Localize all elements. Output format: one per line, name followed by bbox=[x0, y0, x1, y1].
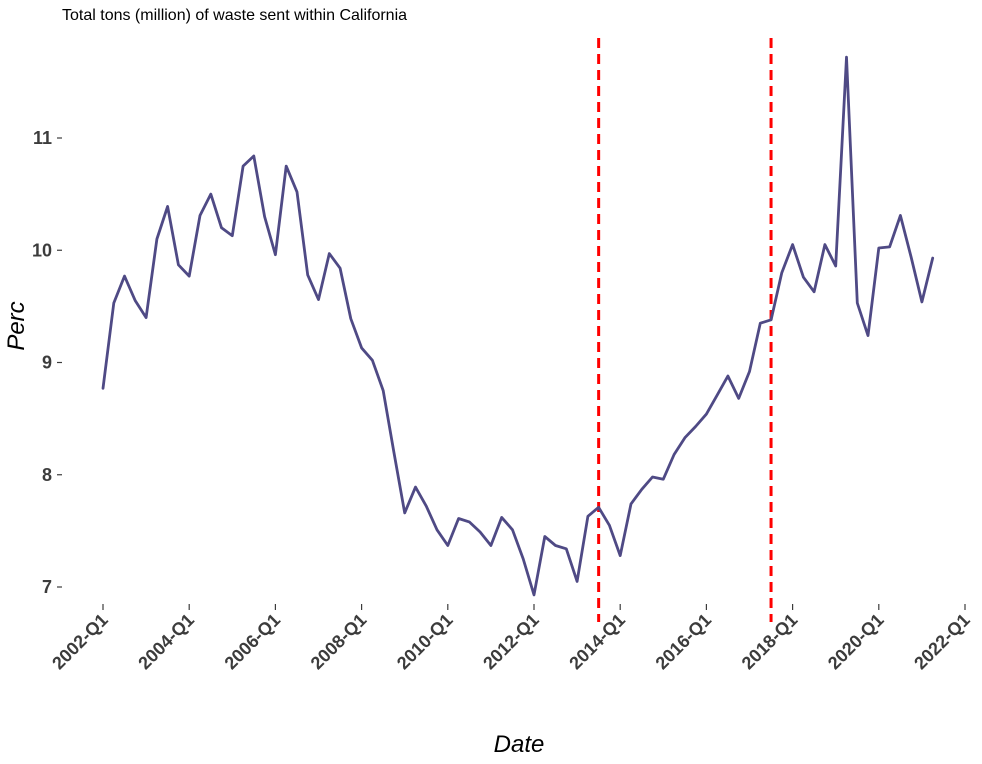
y-tick-label: 10 bbox=[32, 240, 52, 260]
x-axis: 2002-Q1 2004-Q1 2006-Q1 2008-Q1 2010-Q1 2012-… bbox=[48, 604, 974, 673]
x-tick-label: 2010-Q1 bbox=[393, 610, 457, 674]
chart-title: Total tons (million) of waste sent withi… bbox=[62, 7, 407, 24]
series-line bbox=[101, 55, 935, 597]
x-tick-label: 2016-Q1 bbox=[652, 610, 716, 674]
reference-lines bbox=[597, 38, 773, 622]
x-tick-label: 2002-Q1 bbox=[48, 610, 112, 674]
x-tick-label: 2020-Q1 bbox=[824, 610, 888, 674]
y-tick-label: 7 bbox=[42, 577, 52, 597]
y-tick-label: 8 bbox=[42, 465, 52, 485]
x-axis-title: Date bbox=[494, 731, 545, 758]
x-tick-label: 2004-Q1 bbox=[134, 610, 198, 674]
y-axis: 7 8 9 10 11 bbox=[32, 128, 62, 597]
x-tick-label: 2012-Q1 bbox=[479, 610, 543, 674]
plot-area bbox=[101, 55, 935, 597]
x-tick-label: 2022-Q1 bbox=[910, 610, 974, 674]
x-tick-label: 2006-Q1 bbox=[221, 610, 285, 674]
x-tick-label: 2008-Q1 bbox=[307, 610, 371, 674]
y-tick-label: 11 bbox=[33, 128, 52, 148]
y-tick-label: 9 bbox=[42, 353, 52, 373]
y-axis-title: Perc bbox=[3, 301, 30, 350]
